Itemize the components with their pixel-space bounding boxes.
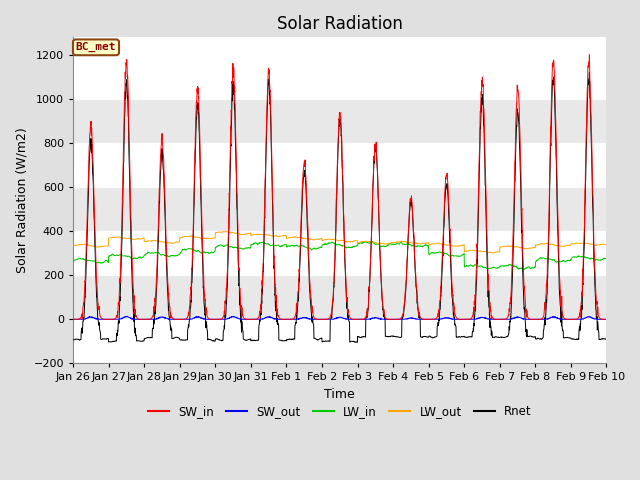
LW_in xyxy=(603,255,611,261)
Bar xyxy=(73,275,607,319)
Rnet xyxy=(495,335,502,340)
Rnet xyxy=(603,336,611,342)
Line: SW_in: SW_in xyxy=(73,55,607,319)
SW_in xyxy=(586,52,593,58)
Bar xyxy=(73,187,607,231)
SW_in xyxy=(355,316,363,322)
LW_out xyxy=(355,240,363,245)
Rnet xyxy=(556,290,563,296)
SW_out xyxy=(124,313,131,319)
LW_in xyxy=(520,266,527,272)
LW_in xyxy=(571,254,579,260)
SW_in xyxy=(556,274,563,280)
Rnet xyxy=(367,253,374,259)
Bar xyxy=(73,99,607,143)
Y-axis label: Solar Radiation (W/m2): Solar Radiation (W/m2) xyxy=(15,128,28,273)
SW_out xyxy=(367,316,375,322)
LW_in xyxy=(495,264,502,270)
Rnet xyxy=(218,337,226,343)
SW_out xyxy=(356,316,364,322)
Rnet xyxy=(586,69,593,75)
LW_out xyxy=(69,242,77,248)
SW_in xyxy=(367,260,374,265)
Rnet xyxy=(353,339,361,345)
SW_in xyxy=(488,316,495,322)
LW_in xyxy=(355,240,363,246)
SW_out xyxy=(218,316,226,322)
LW_out xyxy=(495,249,503,255)
LW_out xyxy=(223,228,230,234)
LW_out xyxy=(490,250,498,256)
LW_out xyxy=(571,241,579,247)
LW_in xyxy=(218,242,226,248)
SW_in xyxy=(69,316,77,322)
SW_in xyxy=(570,316,578,322)
Rnet xyxy=(570,336,578,342)
LW_in xyxy=(367,240,374,245)
SW_out xyxy=(69,316,77,322)
SW_out xyxy=(571,316,579,322)
LW_in xyxy=(69,259,77,264)
Text: BC_met: BC_met xyxy=(76,42,116,52)
SW_out xyxy=(556,316,564,322)
LW_out xyxy=(367,239,374,245)
SW_out xyxy=(495,316,503,322)
Rnet xyxy=(355,334,363,340)
Legend: SW_in, SW_out, LW_in, LW_out, Rnet: SW_in, SW_out, LW_in, LW_out, Rnet xyxy=(143,400,537,423)
Line: LW_in: LW_in xyxy=(73,241,607,269)
LW_in xyxy=(556,259,564,264)
SW_out xyxy=(81,316,88,322)
LW_in xyxy=(368,239,376,244)
Line: LW_out: LW_out xyxy=(73,231,607,253)
LW_out xyxy=(603,241,611,247)
LW_out xyxy=(556,243,564,249)
SW_out xyxy=(603,316,611,322)
SW_in xyxy=(218,316,226,322)
SW_in xyxy=(603,316,611,322)
X-axis label: Time: Time xyxy=(324,388,355,401)
Title: Solar Radiation: Solar Radiation xyxy=(277,15,403,33)
Rnet xyxy=(69,336,77,342)
Line: Rnet: Rnet xyxy=(73,72,607,342)
LW_out xyxy=(218,229,226,235)
Line: SW_out: SW_out xyxy=(73,316,607,319)
SW_in xyxy=(495,316,502,322)
